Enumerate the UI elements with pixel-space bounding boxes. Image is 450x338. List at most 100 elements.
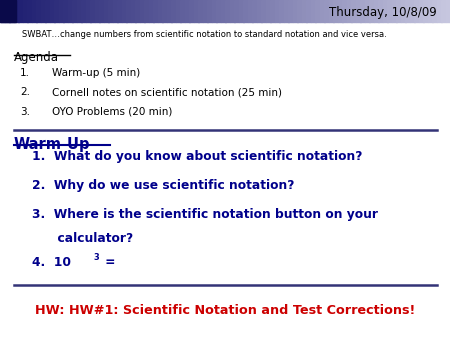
Text: 2.  Why do we use scientific notation?: 2. Why do we use scientific notation? — [32, 179, 294, 192]
Bar — [279, 0, 284, 22]
Bar — [270, 0, 275, 22]
Bar — [36, 0, 41, 22]
Bar — [414, 0, 419, 22]
Bar — [266, 0, 271, 22]
Bar — [324, 0, 329, 22]
Bar — [356, 0, 361, 22]
Bar — [0, 0, 16, 22]
Bar — [63, 0, 68, 22]
Bar — [18, 0, 23, 22]
Bar — [234, 0, 239, 22]
Bar — [148, 0, 154, 22]
Bar — [58, 0, 64, 22]
Bar — [108, 0, 113, 22]
Bar — [230, 0, 235, 22]
Bar — [14, 0, 19, 22]
Bar — [428, 0, 433, 22]
Bar — [180, 0, 185, 22]
Bar — [382, 0, 388, 22]
Bar — [202, 0, 208, 22]
Bar — [32, 0, 37, 22]
Text: Cornell notes on scientific notation (25 min): Cornell notes on scientific notation (25… — [52, 87, 282, 97]
Text: 3.  Where is the scientific notation button on your: 3. Where is the scientific notation butt… — [32, 208, 378, 221]
Bar — [171, 0, 176, 22]
Bar — [378, 0, 383, 22]
Bar — [284, 0, 289, 22]
Bar — [9, 0, 14, 22]
Text: OYO Problems (20 min): OYO Problems (20 min) — [52, 107, 172, 117]
Bar — [117, 0, 122, 22]
Bar — [135, 0, 140, 22]
Bar — [328, 0, 334, 22]
Bar — [243, 0, 248, 22]
Text: 3: 3 — [93, 253, 99, 262]
Bar — [302, 0, 307, 22]
Bar — [423, 0, 428, 22]
Bar — [90, 0, 95, 22]
Bar — [346, 0, 352, 22]
Bar — [81, 0, 86, 22]
Bar — [194, 0, 199, 22]
Bar — [310, 0, 316, 22]
Text: 1.  What do you know about scientific notation?: 1. What do you know about scientific not… — [32, 150, 362, 163]
Bar — [76, 0, 82, 22]
Bar — [216, 0, 221, 22]
Bar — [436, 0, 442, 22]
Bar — [274, 0, 280, 22]
Bar — [396, 0, 401, 22]
Bar — [220, 0, 226, 22]
Bar — [144, 0, 149, 22]
Bar — [4, 0, 10, 22]
Bar — [212, 0, 217, 22]
Bar — [441, 0, 446, 22]
Text: 2.: 2. — [20, 87, 30, 97]
Bar — [86, 0, 91, 22]
Bar — [72, 0, 77, 22]
Bar — [238, 0, 244, 22]
Bar — [153, 0, 158, 22]
Bar — [369, 0, 374, 22]
Bar — [189, 0, 194, 22]
Text: HW: HW#1: Scientific Notation and Test Corrections!: HW: HW#1: Scientific Notation and Test C… — [35, 305, 415, 317]
Text: 3.: 3. — [20, 107, 30, 117]
Bar — [400, 0, 406, 22]
Bar — [252, 0, 257, 22]
Bar — [410, 0, 415, 22]
Bar — [432, 0, 437, 22]
Bar — [94, 0, 100, 22]
Bar — [351, 0, 356, 22]
Bar — [374, 0, 379, 22]
Bar — [68, 0, 73, 22]
Bar — [338, 0, 343, 22]
Text: =: = — [101, 256, 116, 269]
Text: 1.: 1. — [20, 68, 30, 78]
Bar — [54, 0, 59, 22]
Text: Warm-up (5 min): Warm-up (5 min) — [52, 68, 140, 78]
Bar — [360, 0, 365, 22]
Bar — [288, 0, 293, 22]
Text: 4.  10: 4. 10 — [32, 256, 71, 269]
Bar — [198, 0, 203, 22]
Bar — [99, 0, 104, 22]
Bar — [418, 0, 424, 22]
Bar — [126, 0, 131, 22]
Bar — [130, 0, 136, 22]
Bar — [225, 0, 230, 22]
Text: Thursday, 10/8/09: Thursday, 10/8/09 — [329, 6, 436, 19]
Bar — [140, 0, 145, 22]
Bar — [297, 0, 302, 22]
Bar — [306, 0, 311, 22]
Bar — [342, 0, 347, 22]
Bar — [158, 0, 163, 22]
Bar — [392, 0, 397, 22]
Bar — [248, 0, 253, 22]
Text: SWBAT…change numbers from scientific notation to standard notation and vice vers: SWBAT…change numbers from scientific not… — [22, 30, 387, 40]
Bar — [446, 0, 450, 22]
Bar — [166, 0, 172, 22]
Bar — [315, 0, 320, 22]
Text: Agenda: Agenda — [14, 51, 58, 64]
Bar — [40, 0, 46, 22]
Bar — [0, 0, 5, 22]
Bar — [50, 0, 55, 22]
Bar — [104, 0, 109, 22]
